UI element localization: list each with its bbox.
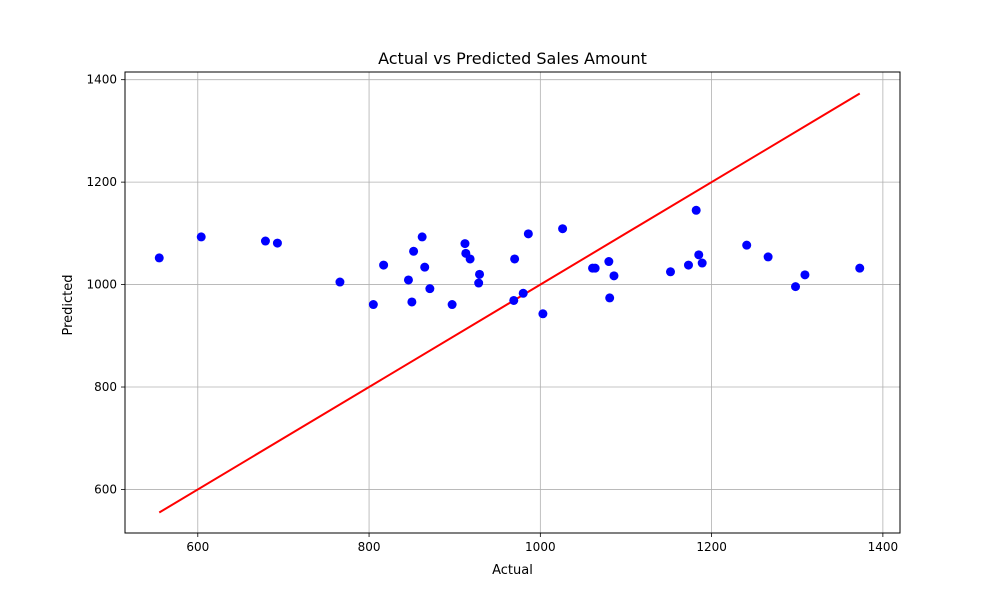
data-point [475, 269, 485, 279]
data-point [335, 277, 345, 287]
data-point [691, 205, 701, 215]
data-point [590, 263, 600, 273]
x-axis-label: Actual [492, 563, 533, 578]
data-point [694, 250, 704, 260]
chart-title: Actual vs Predicted Sales Amount [378, 49, 647, 68]
grid-lines [125, 72, 900, 533]
data-point [379, 260, 389, 270]
data-point [447, 300, 457, 310]
x-tick-label: 1400 [868, 540, 899, 554]
y-tick-label: 1000 [86, 278, 117, 292]
data-point [538, 309, 548, 319]
data-point [407, 297, 417, 307]
data-point [409, 246, 419, 256]
data-point [260, 236, 270, 246]
x-tick-label: 1000 [525, 540, 556, 554]
data-point [474, 278, 484, 288]
data-point [368, 300, 378, 310]
data-points [154, 205, 865, 319]
data-point [604, 257, 614, 267]
y-tick-label: 800 [94, 380, 117, 394]
data-point [465, 254, 475, 264]
reference-line-layer [158, 92, 861, 514]
data-point [697, 258, 707, 268]
data-point [605, 293, 615, 303]
x-tick-label: 1200 [696, 540, 727, 554]
data-point [609, 271, 619, 281]
y-tick-label: 600 [94, 482, 117, 496]
reference-line [158, 92, 861, 514]
data-point [403, 275, 413, 285]
data-point [417, 232, 427, 242]
data-point [855, 263, 865, 273]
data-point [510, 254, 520, 264]
y-axis-ticks: 600 800 1000 1200 1400 [86, 73, 125, 496]
plot-frame [124, 71, 901, 534]
data-point [742, 240, 752, 250]
data-point [272, 238, 282, 248]
data-point [460, 239, 470, 249]
y-axis-label: Predicted [61, 274, 76, 335]
data-point [196, 232, 206, 242]
data-point [558, 224, 568, 234]
data-point [791, 282, 801, 292]
data-point [509, 295, 519, 305]
data-point [683, 260, 693, 270]
data-point [800, 270, 810, 280]
data-point [425, 284, 435, 294]
y-tick-label: 1400 [86, 73, 117, 87]
y-tick-label: 1200 [86, 175, 117, 189]
data-point [518, 288, 528, 298]
x-tick-label: 600 [186, 540, 209, 554]
x-axis-ticks: 600 800 1000 1200 1400 [186, 533, 898, 554]
x-tick-label: 800 [358, 540, 381, 554]
data-point [420, 262, 430, 272]
data-point [665, 267, 675, 277]
data-point [763, 252, 773, 262]
data-point [154, 253, 164, 263]
data-point [523, 229, 533, 239]
